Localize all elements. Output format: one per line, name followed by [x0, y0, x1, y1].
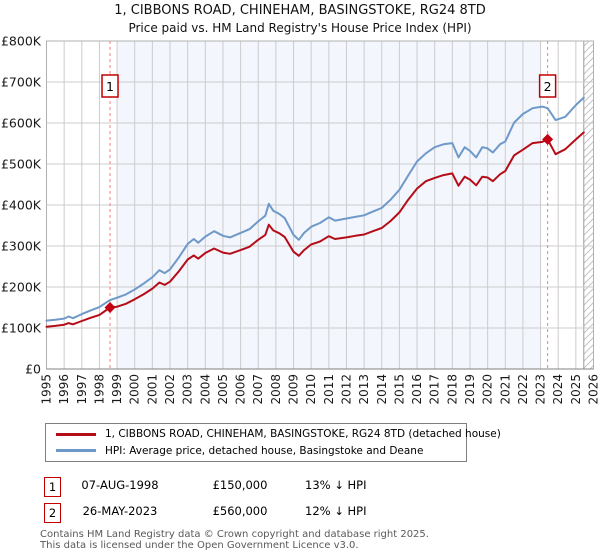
sale-2-marker	[542, 133, 554, 145]
x-tick-label: 1998	[92, 374, 106, 405]
x-tick-label: 2008	[269, 374, 283, 405]
x-tick-label: 2015	[392, 374, 406, 405]
x-tick-label: 2009	[287, 374, 301, 405]
transaction-1-date: 07-AUG-1998	[81, 478, 159, 492]
y-tick-label: £300K	[1, 239, 42, 254]
transaction-2-date: 26-MAY-2023	[82, 504, 158, 518]
x-tick-label: 1995	[40, 374, 54, 405]
x-tick-label: 2026	[587, 374, 600, 405]
price-paid-line	[45, 131, 585, 328]
x-tick-label: 2019	[463, 374, 477, 405]
sale-1-label-box	[101, 74, 119, 98]
chart-legend: 1, CIBBONS ROAD, CHINEHAM, BASINGSTOKE, …	[45, 423, 501, 462]
y-tick-label: £400K	[1, 198, 42, 213]
y-tick-label: £500K	[1, 157, 42, 172]
x-tick-label: 2004	[198, 374, 212, 405]
x-tick-label: 2024	[551, 374, 565, 405]
transaction-row-2: 2 26-MAY-2023 £560,000 12% ↓ HPI	[0, 503, 600, 524]
hpi-line	[45, 96, 585, 322]
y-tick-label: £600K	[1, 116, 42, 131]
transaction-2-hpi-delta: 12% ↓ HPI	[305, 504, 367, 518]
x-tick-label: 2023	[534, 374, 548, 405]
x-tick-label: 2006	[234, 374, 248, 405]
x-tick-label: 2017	[428, 374, 442, 405]
footer-copyright: Contains HM Land Registry data © Crown c…	[40, 529, 429, 540]
y-tick-label: £200K	[1, 280, 42, 295]
sale-2-label-box	[538, 74, 557, 98]
x-tick-label: 1999	[110, 374, 124, 405]
x-tick-label: 2000	[128, 374, 142, 405]
x-tick-label: 2012	[339, 374, 353, 405]
x-tick-label: 1997	[75, 374, 89, 405]
x-tick-label: 2003	[181, 374, 195, 405]
transaction-1-number-box: 1	[44, 477, 61, 497]
x-tick-label: 2001	[145, 374, 159, 405]
x-tick-label: 2016	[410, 374, 424, 405]
x-tick-label: 2007	[251, 374, 265, 405]
x-tick-label: 2002	[163, 374, 177, 405]
page-title: 1, CIBBONS ROAD, CHINEHAM, BASINGSTOKE, …	[114, 3, 486, 18]
y-tick-label: £700K	[1, 75, 42, 90]
x-tick-label: 2018	[445, 374, 459, 405]
x-tick-label: 2013	[357, 374, 371, 405]
x-tick-label: 2014	[375, 374, 389, 405]
legend-label-hpi: HPI: Average price, detached house, Basi…	[105, 444, 424, 457]
transaction-1-hpi-delta: 13% ↓ HPI	[305, 478, 367, 492]
sale-2-label: 2	[544, 79, 552, 94]
footer-licence: This data is licensed under the Open Gov…	[40, 540, 359, 551]
transaction-row-1: 1 07-AUG-1998 £150,000 13% ↓ HPI	[0, 477, 600, 498]
price-history-chart: 1 2 £0 £100K £200K £300K £400K £500K £600K £700K £…	[1, 34, 600, 405]
y-tick-label: £100K	[1, 321, 42, 336]
legend-label-property: 1, CIBBONS ROAD, CHINEHAM, BASINGSTOKE, …	[105, 428, 501, 441]
property-line-swatch	[56, 432, 96, 436]
y-tick-label: £0	[25, 362, 41, 377]
legend-item-hpi: HPI: Average price, detached house, Basi…	[46, 445, 466, 457]
x-tick-label: 2022	[516, 374, 530, 405]
transaction-2-number-box: 2	[44, 503, 61, 523]
x-tick-label: 2005	[216, 374, 230, 405]
x-tick-label: 2011	[322, 374, 336, 405]
transaction-1-price: £150,000	[212, 478, 268, 492]
x-tick-label: 2025	[569, 374, 583, 405]
y-tick-label: £800K	[1, 34, 42, 49]
page-subtitle: Price paid vs. HM Land Registry's House …	[128, 21, 472, 35]
sale-1-label: 1	[106, 79, 114, 94]
x-tick-label: 2021	[498, 374, 512, 405]
x-tick-label: 2020	[481, 374, 495, 405]
hpi-line-swatch	[56, 449, 96, 453]
x-tick-label: 2010	[304, 374, 318, 405]
x-tick-label: 1996	[57, 374, 71, 405]
legend-item-property: 1, CIBBONS ROAD, CHINEHAM, BASINGSTOKE, …	[46, 428, 501, 440]
sale-1-marker	[104, 302, 116, 313]
transaction-2-price: £560,000	[212, 504, 268, 518]
